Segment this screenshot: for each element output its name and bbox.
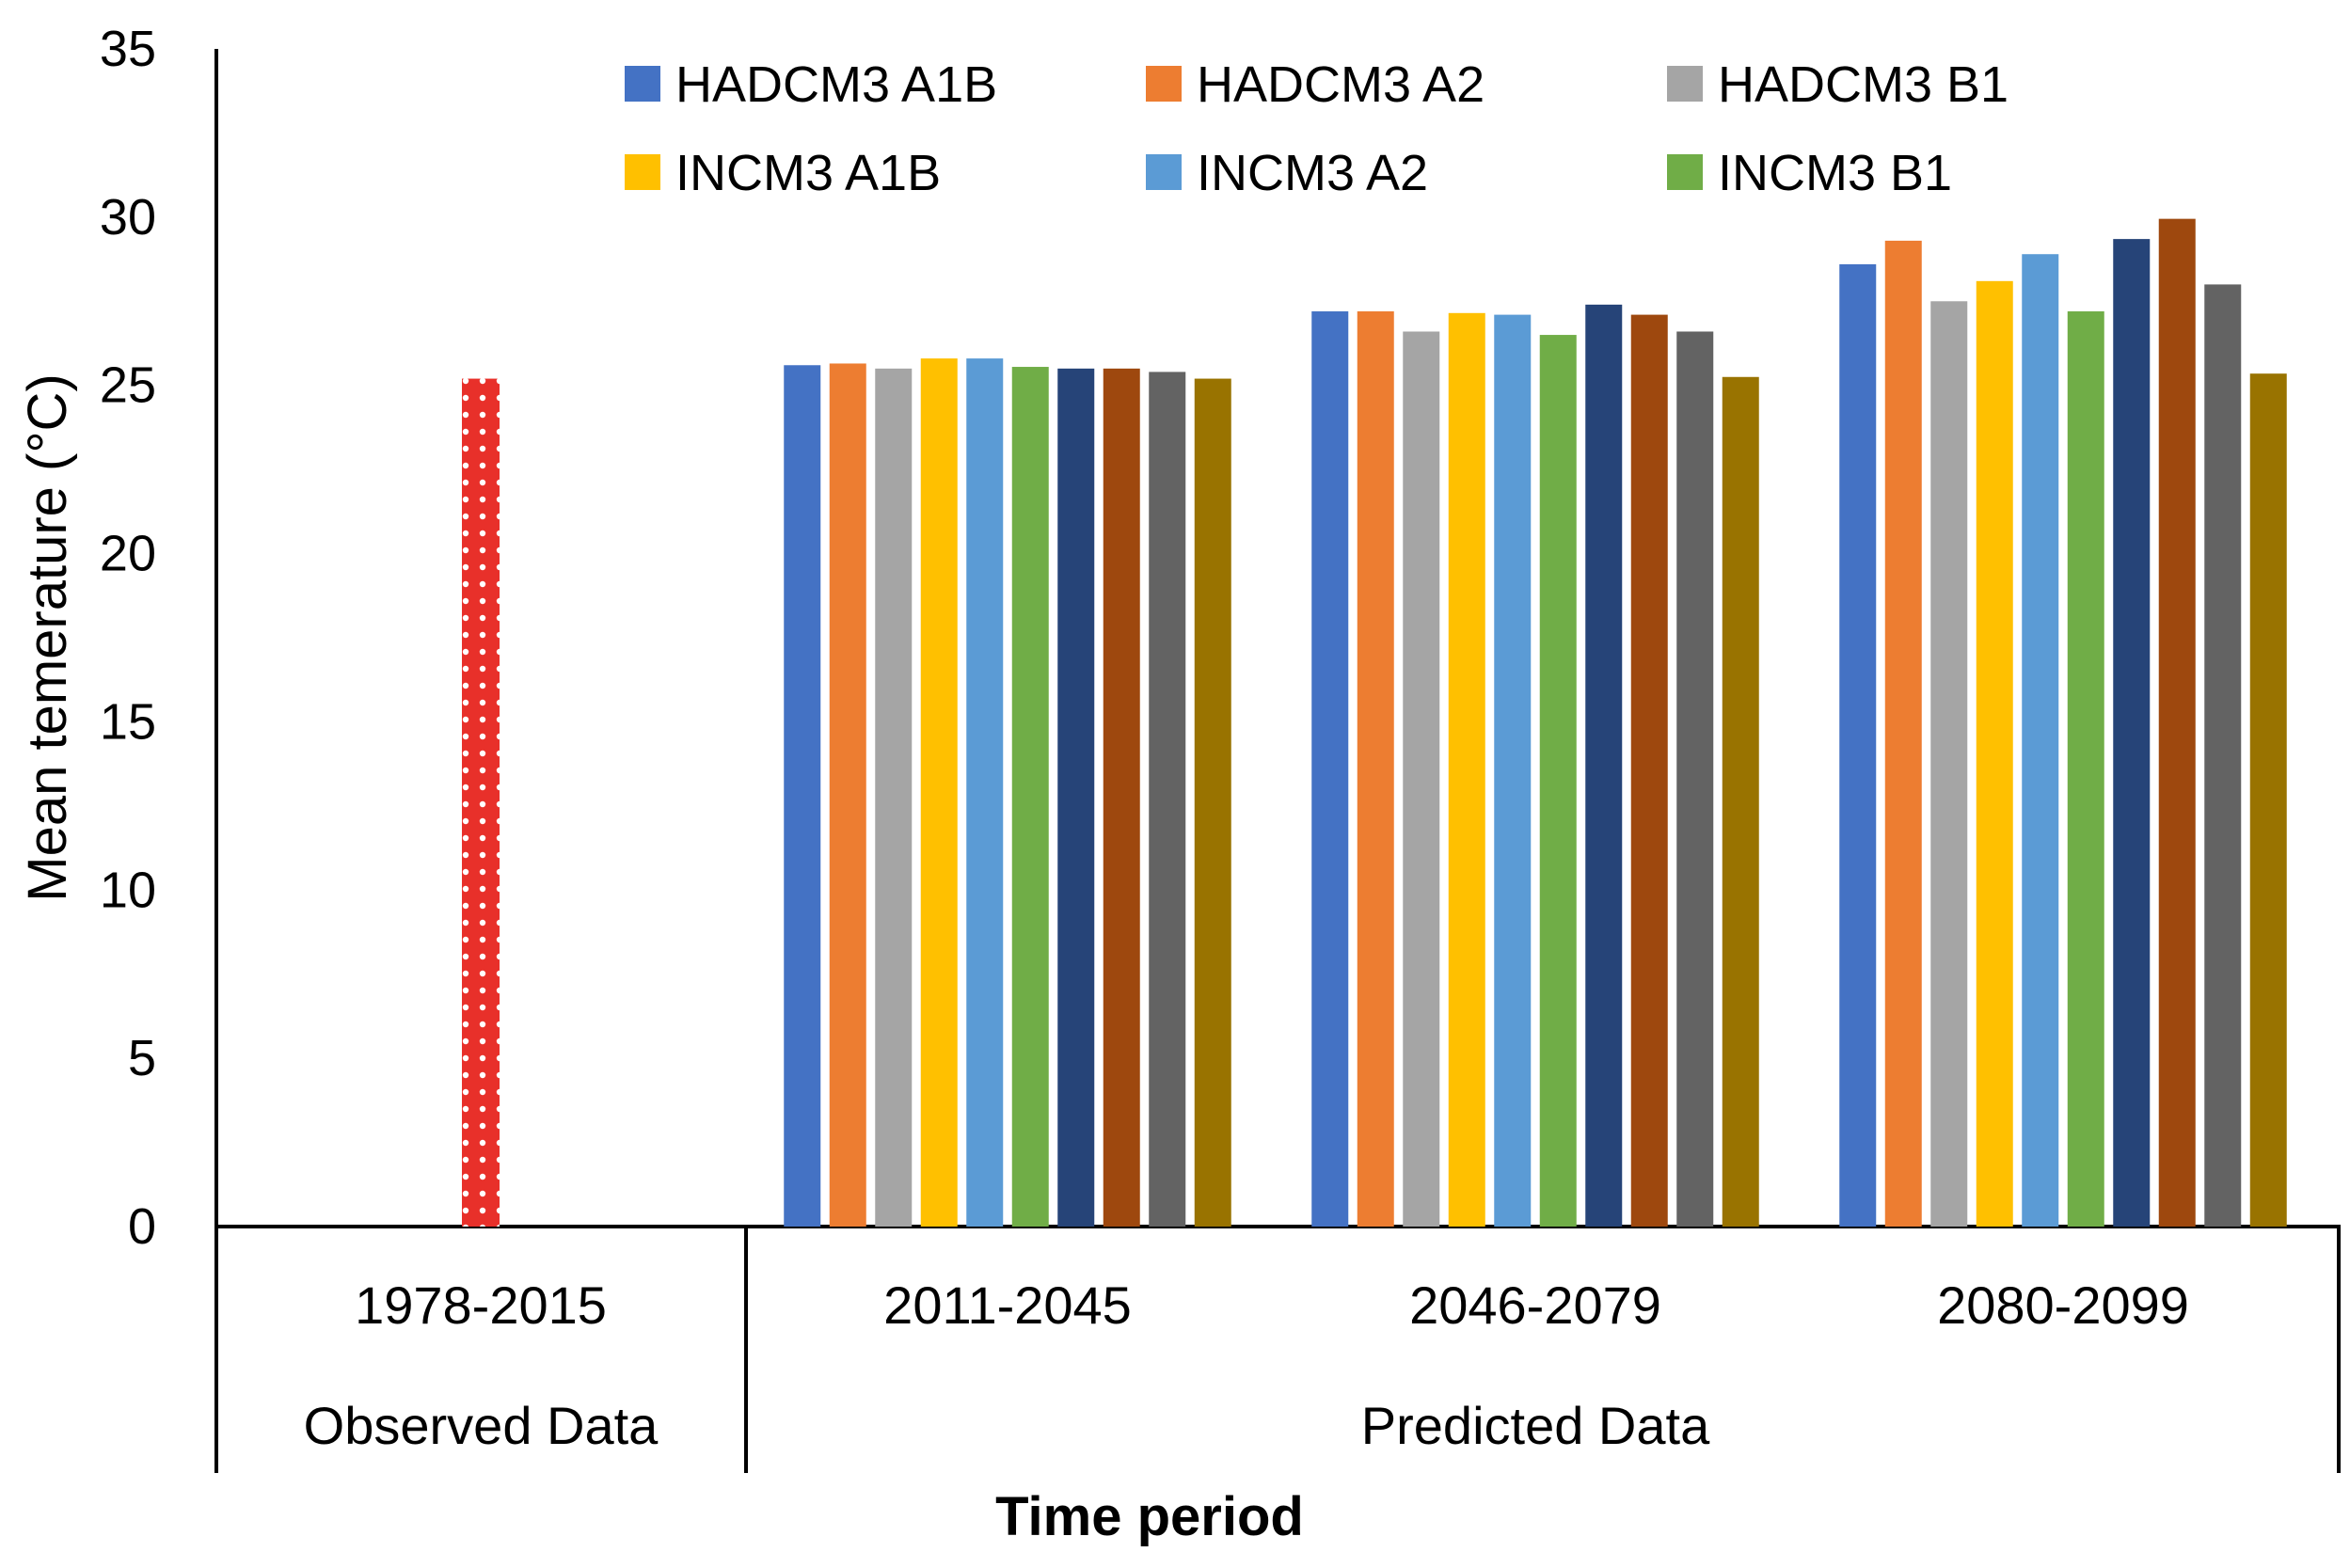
group-label-observed: Observed Data [304, 1396, 659, 1455]
bar-series-10-cat-2 [1722, 376, 1759, 1227]
y-tick-label: 10 [100, 862, 156, 918]
y-tick-label: 15 [100, 693, 156, 750]
group-label-predicted: Predicted Data [1361, 1396, 1710, 1455]
legend: HADCM3 A1B HADCM3 A2 HADCM3 B1 INCM3 A1B INC… [625, 56, 2009, 201]
bars [462, 218, 2287, 1227]
y-tick-label: 0 [128, 1198, 156, 1255]
y-axis-title: Mean temerature (°C) [17, 373, 78, 901]
bar-series-8-cat-1 [1103, 368, 1140, 1227]
bar-series-2-cat-1 [829, 363, 866, 1227]
y-tick-label: 25 [100, 357, 156, 414]
bar-series-4-cat-2 [1448, 312, 1485, 1227]
bar-series-10-cat-3 [2249, 373, 2287, 1227]
bar-series-8-cat-2 [1630, 314, 1668, 1227]
bar-series-8-cat-3 [2158, 218, 2196, 1227]
bar-series-2-cat-2 [1357, 311, 1394, 1227]
legend-label: HADCM3 B1 [1718, 56, 2009, 113]
legend-swatch [1146, 154, 1182, 190]
bar-series-3-cat-1 [875, 368, 913, 1227]
bar-series-9-cat-3 [2204, 284, 2242, 1227]
bar-series-1-cat-2 [1311, 311, 1349, 1227]
bar-series-9-cat-1 [1149, 372, 1186, 1227]
legend-swatch [625, 66, 660, 102]
y-tick-label: 20 [100, 526, 156, 582]
bar-series-10-cat-1 [1194, 378, 1231, 1227]
bar-series-7-cat-3 [2113, 239, 2151, 1227]
legend-label: HADCM3 A1B [675, 56, 997, 113]
y-tick-label: 5 [128, 1030, 156, 1086]
bar-series-5-cat-2 [1494, 314, 1532, 1227]
legend-swatch [1667, 154, 1703, 190]
bar-series-3-cat-2 [1403, 331, 1440, 1227]
bar-series-3-cat-3 [1930, 301, 1968, 1227]
category-label-3: 2080-2099 [1937, 1275, 2189, 1335]
legend-swatch [625, 154, 660, 190]
y-tick-label: 30 [100, 189, 156, 245]
bar-series-9-cat-2 [1676, 331, 1714, 1227]
legend-label: INCM3 A2 [1197, 145, 1428, 201]
bar-series-4-cat-3 [1976, 280, 2013, 1227]
legend-label: INCM3 B1 [1718, 145, 1952, 201]
y-tick-label: 35 [100, 21, 156, 77]
bar-series-6-cat-1 [1011, 367, 1049, 1227]
bar-series-2-cat-3 [1884, 240, 1922, 1227]
legend-swatch [1667, 66, 1703, 102]
y-tick-labels: 0 5 10 15 20 25 30 35 [100, 21, 156, 1255]
bar-series-6-cat-3 [2067, 311, 2104, 1227]
x-axis-title: Time period [995, 1486, 1304, 1547]
bar-series-5-cat-1 [966, 358, 1004, 1227]
legend-label: INCM3 A1B [675, 145, 941, 201]
legend-swatch [1146, 66, 1182, 102]
bar-series-7-cat-1 [1057, 368, 1095, 1227]
bar-series-4-cat-1 [920, 358, 958, 1227]
category-label-2: 2046-2079 [1409, 1275, 1661, 1335]
bar-series-7-cat-2 [1585, 304, 1623, 1227]
bar-observed [462, 378, 500, 1227]
legend-label: HADCM3 A2 [1197, 56, 1485, 113]
bar-series-1-cat-3 [1839, 263, 1877, 1227]
category-label-observed: 1978-2015 [355, 1275, 607, 1335]
category-label-1: 2011-2045 [883, 1275, 1132, 1335]
bar-series-1-cat-1 [784, 365, 821, 1227]
bar-series-5-cat-3 [2022, 254, 2059, 1227]
bar-series-6-cat-2 [1539, 335, 1577, 1227]
